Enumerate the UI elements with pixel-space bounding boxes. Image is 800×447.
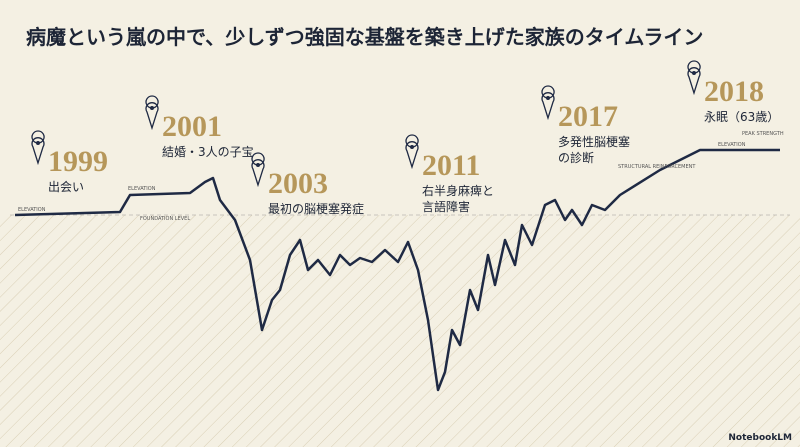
pin	[145, 95, 159, 131]
brand: NotebookLM	[728, 433, 792, 443]
event-year: 1999	[48, 145, 108, 178]
event-label: 永眠（63歳）	[704, 110, 779, 124]
pin	[405, 134, 419, 170]
pin-dot	[546, 96, 550, 100]
annotation: STRUCTURAL REINFORCEMENT	[618, 164, 696, 170]
event-year: 2011	[422, 149, 480, 182]
event-label: 最初の脳梗塞発症	[268, 201, 364, 216]
pin-dot	[692, 71, 696, 75]
title: 病魔という嵐の中で、少しずつ強固な基盤を築き上げた家族のタイムライン	[26, 25, 703, 49]
event-year: 2003	[268, 167, 328, 200]
pin	[31, 130, 45, 166]
annotation: PEAK STRENGTH	[742, 131, 784, 137]
annotation: ELEVATION	[718, 142, 746, 148]
event-label: 結婚・3人の子宝	[162, 145, 254, 159]
event-year: 2018	[704, 75, 764, 108]
event-year: 2001	[162, 110, 222, 143]
pin	[687, 60, 701, 96]
hatch	[0, 215, 800, 447]
pin-dot	[150, 106, 154, 110]
pin	[251, 152, 265, 188]
pin	[541, 85, 555, 121]
event-year: 2017	[558, 100, 618, 133]
pin-dot	[410, 145, 414, 149]
annotation: ELEVATION	[128, 186, 156, 192]
annotation: FOUNDATION LEVEL	[140, 216, 190, 222]
event-label: 右半身麻痺と言語障害	[422, 183, 494, 214]
annotation: ELEVATION	[18, 207, 46, 213]
pin-dot	[36, 141, 40, 145]
event-label: 出会い	[48, 180, 84, 194]
event-label: 多発性脳梗塞の診断	[558, 134, 630, 165]
timeline-path	[14, 148, 780, 392]
pin-dot	[256, 163, 260, 167]
